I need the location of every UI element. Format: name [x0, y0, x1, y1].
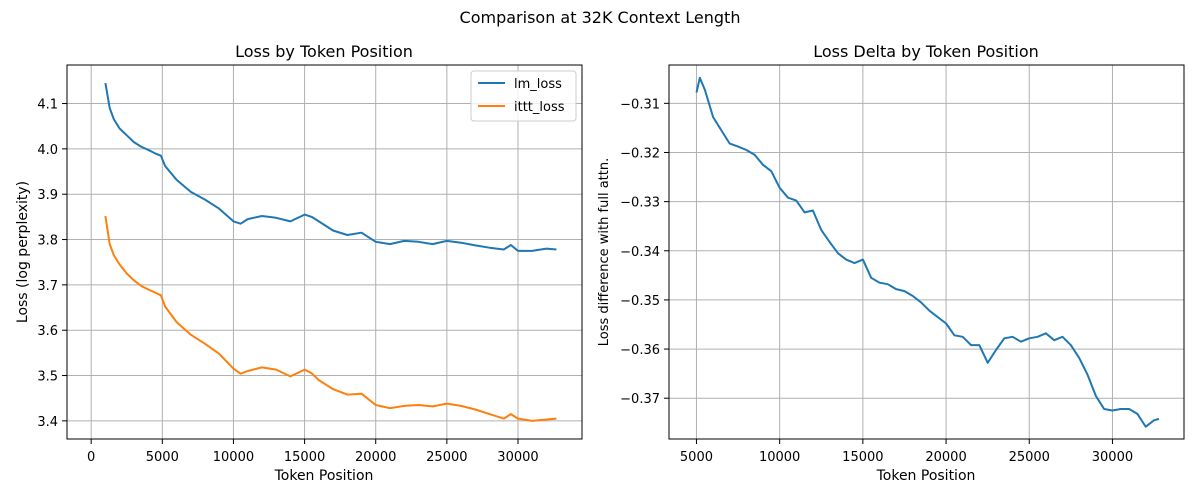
left-y-tick-label: 3.9 [37, 188, 58, 203]
left-x-tick-label: 10000 [213, 450, 254, 465]
left-chart: Loss by Token Position 0 5000 10000 15000 20… [15, 42, 583, 484]
left-x-axis-label: Token Position [274, 468, 374, 484]
right-x-tick-label: 30000 [1092, 450, 1133, 465]
left-y-axis-label: Loss (log perplexity) [15, 181, 31, 323]
legend: lm_loss ittt_loss [470, 70, 577, 122]
right-series-line-delta [695, 76, 1160, 428]
right-series [695, 76, 1160, 428]
left-x-tick-label: 30000 [497, 450, 538, 465]
left-y-tick-label: 3.4 [37, 415, 58, 430]
right-plot-frame [668, 64, 1185, 440]
left-plot-frame [66, 64, 583, 440]
right-y-tick-label: −0.34 [620, 245, 660, 260]
left-x-tick-label: 25000 [426, 450, 467, 465]
left-x-tick-label: 15000 [284, 450, 325, 465]
right-y-axis-label: Loss difference with full attn. [597, 158, 612, 346]
right-chart-title: Loss Delta by Token Position [813, 42, 1039, 61]
legend-label-ittt-loss: ittt_loss [514, 100, 565, 115]
right-x-tick-label: 20000 [925, 450, 966, 465]
left-grid [67, 65, 582, 439]
right-y-tick-label: −0.37 [620, 392, 660, 407]
left-x-tick-label: 5000 [146, 450, 179, 465]
right-y-tick-label: −0.32 [620, 146, 660, 161]
right-x-tick-label: 5000 [680, 450, 713, 465]
right-y-tick-label: −0.31 [620, 97, 660, 112]
figure-suptitle: Comparison at 32K Context Length [460, 8, 741, 27]
left-x-tick-label: 20000 [355, 450, 396, 465]
right-yticks: −0.31 −0.32 −0.33 −0.34 −0.35 −0.36 −0.37 [620, 97, 669, 407]
left-yticks: 3.4 3.5 3.6 3.7 3.8 3.9 4.0 4.1 [37, 98, 67, 430]
left-y-tick-label: 3.7 [37, 279, 58, 294]
left-chart-title: Loss by Token Position [235, 42, 413, 61]
right-x-tick-label: 25000 [1009, 450, 1050, 465]
left-x-tick-label: 0 [87, 450, 95, 465]
left-series [104, 82, 557, 422]
left-y-tick-label: 4.1 [37, 98, 58, 113]
right-chart: Loss Delta by Token Position 5000 10000 15… [597, 42, 1185, 484]
left-y-tick-label: 3.8 [37, 234, 58, 249]
left-xticks: 0 5000 10000 15000 20000 25000 30000 [87, 439, 539, 465]
legend-label-lm-loss: lm_loss [514, 77, 562, 92]
right-x-tick-label: 10000 [759, 450, 800, 465]
left-series-line-ittt-loss [104, 215, 557, 422]
right-x-tick-label: 15000 [842, 450, 883, 465]
left-y-tick-label: 3.6 [37, 324, 58, 339]
left-y-tick-label: 4.0 [37, 143, 58, 158]
right-y-tick-label: −0.35 [620, 294, 660, 309]
right-x-axis-label: Token Position [876, 468, 976, 484]
right-y-tick-label: −0.33 [620, 196, 660, 211]
right-y-tick-label: −0.36 [620, 343, 660, 358]
left-y-tick-label: 3.5 [37, 370, 58, 385]
left-series-line-lm-loss [104, 82, 557, 252]
right-xticks: 5000 10000 15000 20000 25000 30000 [680, 439, 1133, 465]
right-grid [669, 65, 1184, 439]
